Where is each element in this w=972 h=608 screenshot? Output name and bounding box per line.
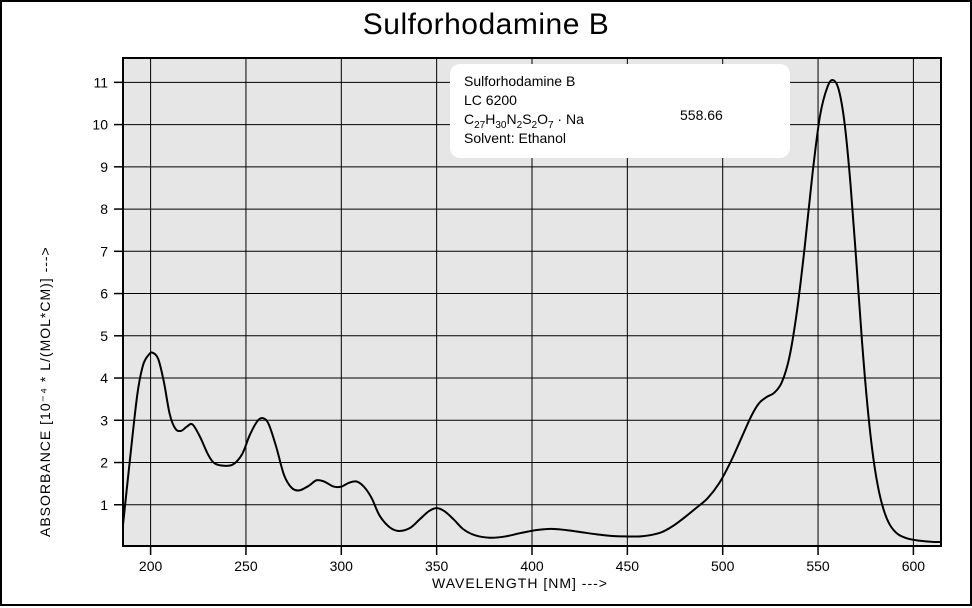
- svg-text:400: 400: [520, 558, 544, 574]
- svg-text:7: 7: [100, 243, 108, 259]
- info-formula: C27H30N2S2O7 · Na: [464, 110, 776, 129]
- info-code: LC 6200: [464, 91, 776, 110]
- chart-frame: Sulforhodamine B 20025030035040045050055…: [0, 0, 972, 606]
- svg-text:4: 4: [100, 370, 108, 386]
- svg-text:2: 2: [100, 455, 108, 471]
- svg-text:300: 300: [330, 558, 354, 574]
- svg-text:600: 600: [902, 558, 926, 574]
- svg-text:3: 3: [100, 412, 108, 428]
- y-axis-label: ABSORBANCE [10⁻⁴ * L/(MOL*CM)] --->: [37, 246, 54, 537]
- info-molecular-weight: 558.66: [680, 106, 723, 125]
- svg-text:1: 1: [100, 497, 108, 513]
- svg-text:11: 11: [93, 74, 108, 90]
- svg-text:250: 250: [234, 558, 258, 574]
- info-box: Sulforhodamine B LC 6200 C27H30N2S2O7 · …: [450, 64, 790, 158]
- info-solvent-value: Ethanol: [518, 130, 565, 146]
- info-solvent-label: Solvent:: [464, 130, 515, 146]
- svg-text:200: 200: [139, 558, 163, 574]
- x-axis-label: WAVELENGTH [NM] --->: [432, 575, 608, 591]
- info-solvent: Solvent: Ethanol: [464, 129, 776, 148]
- svg-text:10: 10: [92, 117, 108, 133]
- svg-text:550: 550: [806, 558, 830, 574]
- svg-text:8: 8: [100, 201, 108, 217]
- svg-text:350: 350: [425, 558, 449, 574]
- svg-text:5: 5: [100, 328, 108, 344]
- svg-text:9: 9: [100, 159, 108, 175]
- svg-text:450: 450: [616, 558, 640, 574]
- svg-text:6: 6: [100, 286, 108, 302]
- info-compound-name: Sulforhodamine B: [464, 72, 776, 91]
- svg-text:500: 500: [711, 558, 735, 574]
